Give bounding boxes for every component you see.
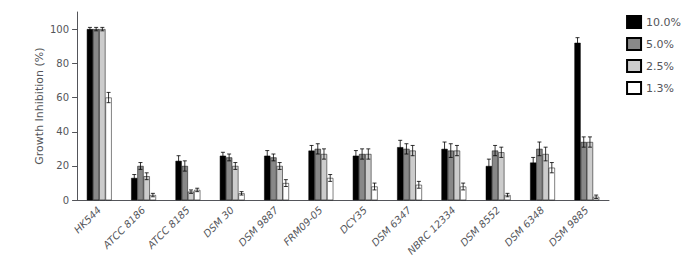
svg-text:5.0%: 5.0% xyxy=(646,38,674,51)
svg-text:40: 40 xyxy=(56,126,69,137)
svg-text:80: 80 xyxy=(56,58,69,69)
svg-text:100: 100 xyxy=(50,24,69,35)
svg-text:Growth Inhibition (%): Growth Inhibition (%) xyxy=(33,47,46,164)
svg-text:20: 20 xyxy=(56,160,69,171)
svg-text:FRM09-05: FRM09-05 xyxy=(281,204,324,247)
svg-text:0: 0 xyxy=(63,195,69,206)
svg-text:DSM 8552: DSM 8552 xyxy=(458,204,502,248)
svg-text:NBRC 12334: NBRC 12334 xyxy=(405,204,457,256)
svg-text:ATCC 8186: ATCC 8186 xyxy=(100,204,147,251)
svg-text:DSM 30: DSM 30 xyxy=(201,204,236,239)
svg-text:DSM 6347: DSM 6347 xyxy=(369,204,413,248)
svg-text:DSM 9887: DSM 9887 xyxy=(236,204,280,248)
svg-text:1.3%: 1.3% xyxy=(646,82,674,95)
svg-text:ATCC 8185: ATCC 8185 xyxy=(145,204,192,251)
svg-text:DSM 6348: DSM 6348 xyxy=(502,204,546,248)
svg-text:HK544: HK544 xyxy=(72,204,103,235)
svg-text:2.5%: 2.5% xyxy=(646,60,674,73)
svg-text:DSM 9885: DSM 9885 xyxy=(547,204,591,248)
svg-text:60: 60 xyxy=(56,92,69,103)
svg-text:10.0%: 10.0% xyxy=(646,16,681,29)
svg-text:DCY35: DCY35 xyxy=(338,204,369,235)
